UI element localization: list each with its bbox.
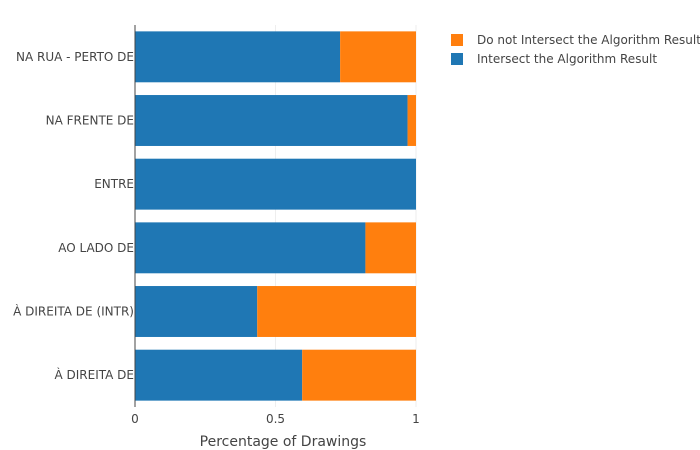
legend-swatch-intersect-the-algorithm-result[interactable] [451, 53, 463, 65]
x-tick-label: 1 [412, 412, 420, 426]
legend[interactable]: Do not Intersect the Algorithm Result Int… [451, 33, 700, 66]
bar-ao-lado-de-intersect-the-algorithm-result[interactable] [135, 222, 366, 274]
gridlines [275, 25, 417, 407]
x-tick-label: 0 [131, 412, 139, 426]
bar-na-rua-perto-de-do-not-intersect-the-algorithm-result[interactable] [340, 31, 416, 83]
bar-na-frente-de-intersect-the-algorithm-result[interactable] [135, 95, 408, 146]
bar-entre-intersect-the-algorithm-result[interactable] [135, 158, 416, 210]
y-tick-label: ENTRE [94, 177, 134, 191]
bar-ao-lado-de-do-not-intersect-the-algorithm-result[interactable] [365, 222, 416, 274]
bar-a-direita-de-do-not-intersect-the-algorithm-result[interactable] [302, 349, 416, 401]
x-tick-label: 0.5 [266, 412, 285, 426]
x-axis-title: Percentage of Drawings [200, 434, 367, 450]
bar-na-rua-perto-de-intersect-the-algorithm-result[interactable] [135, 31, 341, 83]
y-tick-label: À DIREITA DE [54, 367, 134, 382]
y-tick-label: AO LADO DE [58, 241, 134, 255]
y-tick-labels: NA RUA - PERTO DE NA FRENTE DE ENTRE AO LAD… [13, 50, 134, 382]
y-tick-label: NA RUA - PERTO DE [16, 50, 134, 64]
y-tick-label: À DIREITA DE (INTR) [13, 304, 134, 319]
y-tick-label: NA FRENTE DE [46, 114, 134, 128]
bar-a-direita-de-intersect-the-algorithm-result[interactable] [135, 349, 303, 401]
bar-na-frente-de-do-not-intersect-the-algorithm-result[interactable] [407, 95, 416, 146]
bars [135, 31, 416, 401]
bar-a-direita-de-intr-do-not-intersect-the-algorithm-result[interactable] [257, 286, 416, 337]
legend-label-intersect-the-algorithm-result[interactable]: Intersect the Algorithm Result [477, 52, 657, 66]
legend-swatch-do-not-intersect-the-algorithm-result[interactable] [451, 34, 463, 46]
legend-label-do-not-intersect-the-algorithm-result[interactable]: Do not Intersect the Algorithm Result [477, 33, 700, 47]
bar-a-direita-de-intr-intersect-the-algorithm-result[interactable] [135, 286, 258, 337]
x-tick-labels: 0 0.5 1 [131, 412, 420, 426]
